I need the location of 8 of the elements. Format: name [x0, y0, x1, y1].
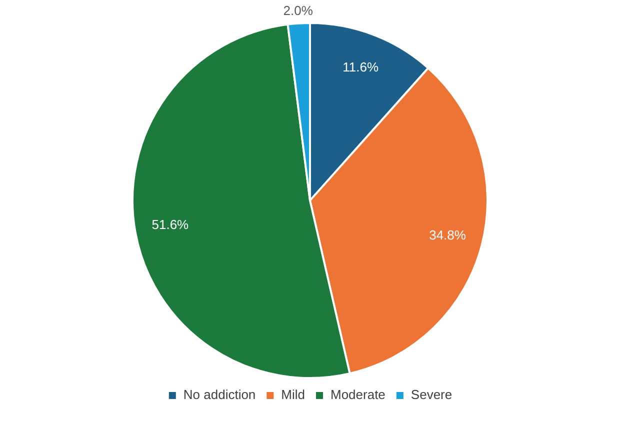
legend-label: No addiction	[183, 387, 256, 402]
data-label: 34.8%	[429, 227, 466, 242]
legend-label: Moderate	[330, 387, 386, 402]
legend-label: Severe	[410, 387, 452, 402]
data-label: 51.6%	[152, 216, 190, 232]
legend-label: Mild	[281, 387, 306, 402]
data-label: 11.6%	[342, 59, 379, 74]
data-label: 2.0%	[283, 2, 314, 18]
